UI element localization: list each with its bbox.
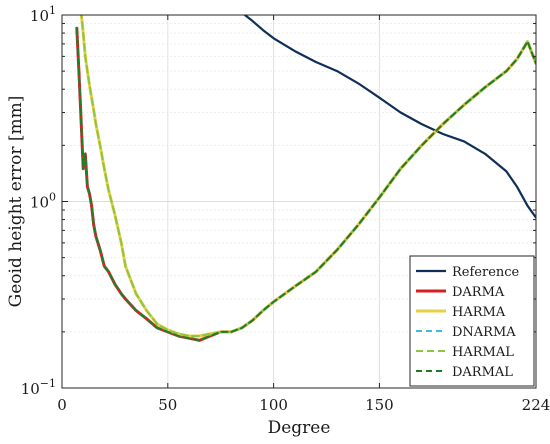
legend: Reference DARMA HARMA DNARMA HARMAL DARMAL (409, 255, 535, 387)
x-tick-label: 50 (158, 396, 177, 414)
x-tick-label: 100 (259, 396, 288, 414)
legend-label-darma: DARMA (452, 285, 505, 300)
y-tick-label: 100 (30, 191, 56, 212)
series-line-darmal (75, 27, 536, 342)
legend-label-reference: Reference (452, 265, 520, 280)
axis-ticks: 0 50 100 150 224 10−1 100 101 (21, 4, 550, 414)
x-axis-title: Degree (268, 418, 331, 438)
grid (61, 15, 537, 389)
legend-label-dnarma: DNARMA (452, 325, 516, 340)
series-lines (75, 15, 536, 342)
x-tick-label: 0 (57, 396, 67, 414)
legend-label-darmal: DARMAL (452, 365, 513, 380)
legend-box (409, 255, 535, 387)
x-tick-label: 224 (522, 396, 550, 414)
legend-label-harmal: HARMAL (452, 345, 514, 360)
series-line-reference (243, 15, 536, 219)
y-axis-title: Geoid height error [mm] (6, 96, 26, 308)
x-tick-label: 150 (365, 396, 394, 414)
y-tick-label: 101 (30, 4, 56, 25)
legend-label-harma: HARMA (452, 305, 506, 320)
y-tick-label: 10−1 (21, 377, 56, 398)
